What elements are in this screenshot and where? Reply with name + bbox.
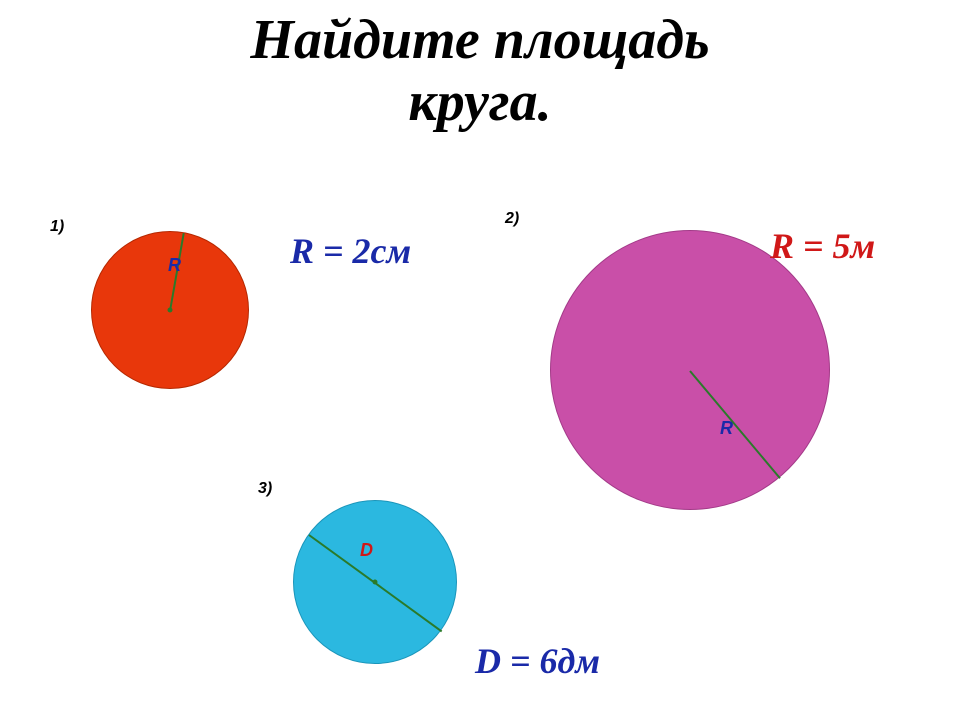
circle-3-center: [373, 580, 378, 585]
problem-2-label: 2): [505, 210, 519, 228]
circle-1-radius-label: R: [168, 255, 181, 276]
circle-2-radius-label: R: [720, 418, 733, 439]
page-title: Найдите площадь круга.: [0, 10, 960, 133]
problem-3-formula: D = 6дм: [475, 640, 600, 682]
title-line1: Найдите площадь: [250, 9, 709, 71]
problem-3-label: 3): [258, 480, 272, 498]
title-line2: круга.: [408, 71, 551, 133]
problem-1-label: 1): [50, 218, 64, 236]
circle-3-diameter-label: D: [360, 540, 373, 561]
problem-1-formula: R = 2см: [290, 230, 411, 272]
circle-1-center: [168, 308, 173, 313]
problem-2-formula: R = 5м: [770, 225, 875, 267]
